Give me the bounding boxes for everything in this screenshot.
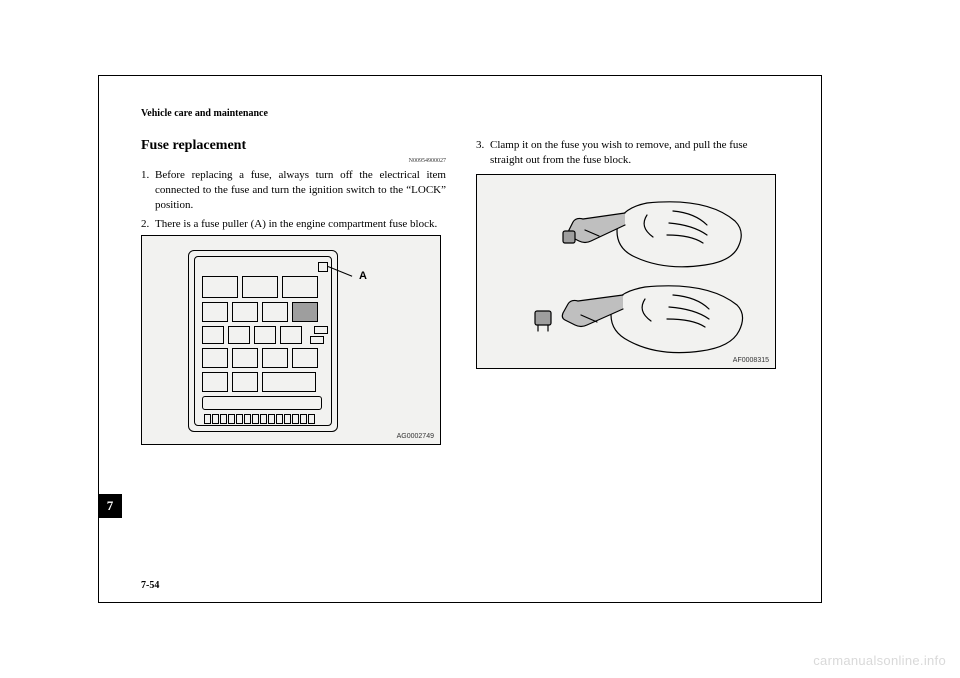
page-number: 7-54 [141,580,159,591]
figure-code-left: AG0002749 [397,433,434,440]
step-1: 1. Before replacing a fuse, always turn … [141,168,446,213]
step-2: 2. There is a fuse puller (A) in the eng… [141,217,446,232]
running-header: Vehicle care and maintenance [141,108,268,119]
section-title: Fuse replacement [141,138,446,154]
step-2-text: There is a fuse puller (A) in the engine… [155,217,446,232]
step-2-number: 2. [141,217,155,232]
step-3-number: 3. [476,138,490,168]
step-1-text: Before replacing a fuse, always turn off… [155,168,446,213]
figure-fuse-puller: AF0008315 [476,174,776,369]
step-1-number: 1. [141,168,155,213]
watermark: carmanualsonline.info [813,653,946,668]
callout-label-a: A [359,270,367,282]
figure-code-right: AF0008315 [733,357,769,364]
fuse-puller-svg [477,175,777,370]
right-column: 3. Clamp it on the fuse you wish to remo… [476,138,781,445]
left-column: Fuse replacement N00954900027 1. Before … [141,138,446,445]
fuse-box-diagram [188,250,338,432]
chapter-tab: 7 [98,494,122,518]
doc-code: N00954900027 [141,158,446,164]
figure-fuse-box: A AG0002749 [141,235,441,445]
content-columns: Fuse replacement N00954900027 1. Before … [141,138,781,445]
step-3-text: Clamp it on the fuse you wish to remove,… [490,138,781,168]
step-3: 3. Clamp it on the fuse you wish to remo… [476,138,781,168]
